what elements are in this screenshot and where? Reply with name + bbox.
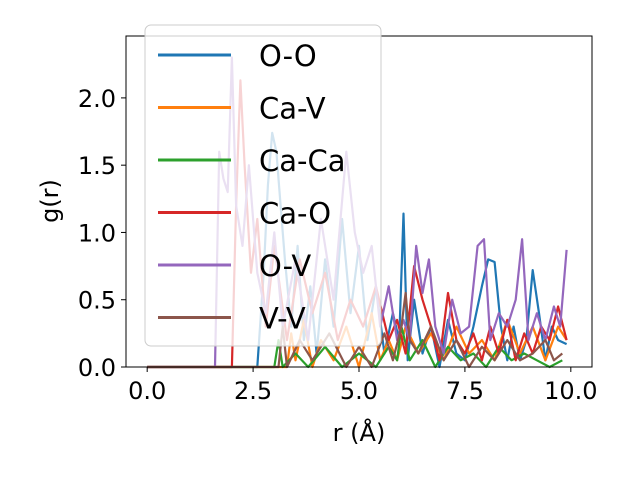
legend-label-ca-ca: Ca-Ca: [259, 144, 346, 178]
x-axis: 0.0 2.5 5.0 7.5 10.0: [128, 367, 598, 405]
legend-label-o-o: O-O: [259, 39, 317, 73]
x-tick-label: 5.0: [340, 377, 378, 405]
x-tick-label: 7.5: [446, 377, 484, 405]
legend-label-ca-o: Ca-O: [259, 197, 331, 231]
x-tick-label: 0.0: [128, 377, 166, 405]
x-tick-label: 10.0: [544, 377, 597, 405]
legend: O-O Ca-V Ca-Ca Ca-O O-V V-V: [144, 24, 382, 347]
series-line-v-v: [147, 291, 563, 369]
x-axis-title: r (Å): [333, 418, 386, 447]
y-axis: 0.0 0.5 1.0 1.5 2.0: [78, 85, 126, 382]
y-tick-label: 0.5: [78, 287, 116, 315]
y-axis-title: g(r): [36, 179, 64, 223]
y-tick-label: 1.5: [78, 152, 116, 180]
x-tick-label: 2.5: [234, 377, 272, 405]
legend-label-o-v: O-V: [259, 249, 311, 283]
legend-label-v-v: V-V: [259, 302, 306, 336]
legend-box: [144, 24, 382, 347]
y-tick-label: 2.0: [78, 85, 116, 113]
y-tick-label: 0.0: [78, 354, 116, 382]
y-tick-label: 1.0: [78, 219, 116, 247]
legend-entries: O-O Ca-V Ca-Ca Ca-O O-V V-V: [158, 39, 346, 336]
legend-label-ca-v: Ca-V: [259, 92, 326, 126]
